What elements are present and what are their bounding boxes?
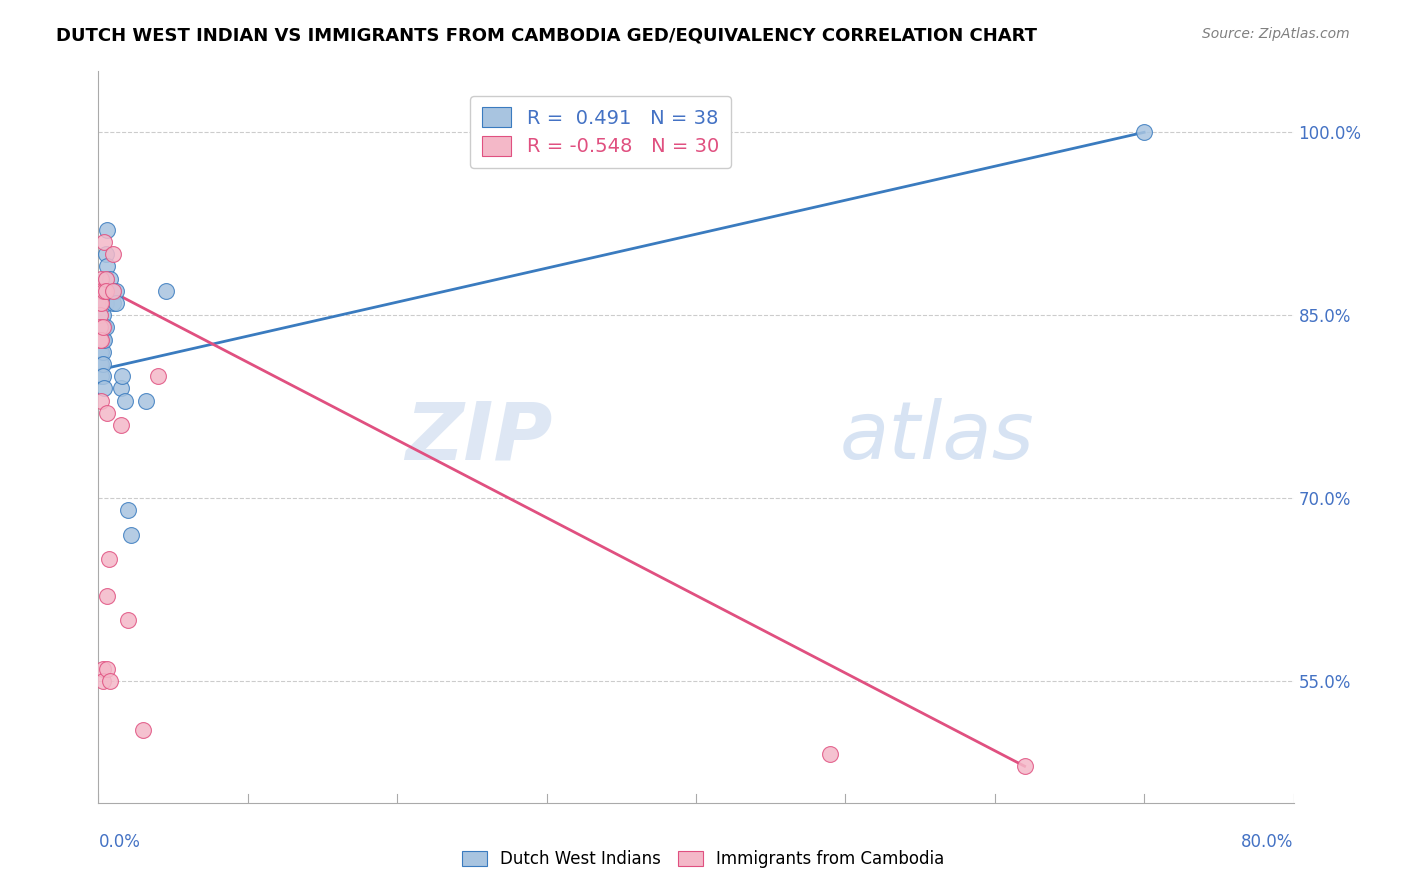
Point — [105, 284, 128, 298]
Point — [148, 369, 170, 384]
Point — [90, 393, 112, 408]
Point — [117, 503, 139, 517]
Point — [103, 284, 125, 298]
Point — [89, 320, 111, 334]
Point — [94, 247, 117, 261]
Point — [103, 284, 125, 298]
Point — [120, 527, 142, 541]
Point — [101, 284, 124, 298]
Point — [94, 271, 117, 285]
Point — [91, 333, 114, 347]
Point — [90, 296, 112, 310]
Point — [110, 417, 132, 432]
Point — [93, 320, 115, 334]
Text: DUTCH WEST INDIAN VS IMMIGRANTS FROM CAMBODIA GED/EQUIVALENCY CORRELATION CHART: DUTCH WEST INDIAN VS IMMIGRANTS FROM CAM… — [56, 27, 1038, 45]
Point — [89, 296, 111, 310]
Point — [89, 333, 111, 347]
Point — [90, 271, 112, 285]
Point — [89, 284, 111, 298]
Point — [93, 235, 115, 249]
Point — [93, 381, 115, 395]
Legend: R =  0.491   N = 38, R = -0.548   N = 30: R = 0.491 N = 38, R = -0.548 N = 30 — [470, 95, 731, 168]
Point — [90, 284, 112, 298]
Point — [103, 296, 125, 310]
Legend: Dutch West Indians, Immigrants from Cambodia: Dutch West Indians, Immigrants from Camb… — [456, 844, 950, 875]
Point — [94, 296, 117, 310]
Point — [111, 369, 134, 384]
Point — [96, 662, 118, 676]
Point — [91, 344, 114, 359]
Point — [98, 673, 122, 688]
Point — [96, 589, 118, 603]
Point — [132, 723, 155, 737]
Point — [90, 320, 112, 334]
Point — [94, 271, 117, 285]
Point — [96, 260, 118, 274]
Point — [117, 613, 139, 627]
Point — [94, 284, 117, 298]
Point — [96, 406, 118, 420]
Text: ZIP: ZIP — [405, 398, 553, 476]
Point — [93, 284, 115, 298]
Text: 80.0%: 80.0% — [1241, 833, 1294, 851]
Text: atlas: atlas — [839, 398, 1035, 476]
Text: Source: ZipAtlas.com: Source: ZipAtlas.com — [1202, 27, 1350, 41]
Point — [93, 333, 115, 347]
Point — [89, 333, 111, 347]
Point — [90, 333, 112, 347]
Point — [1014, 759, 1036, 773]
Point — [90, 369, 112, 384]
Point — [90, 344, 112, 359]
Point — [91, 369, 114, 384]
Point — [155, 284, 177, 298]
Point — [135, 393, 157, 408]
Point — [98, 271, 122, 285]
Point — [94, 320, 117, 334]
Point — [89, 308, 111, 322]
Point — [97, 552, 120, 566]
Point — [91, 308, 114, 322]
Point — [90, 333, 112, 347]
Text: 0.0%: 0.0% — [98, 833, 141, 851]
Point — [90, 357, 112, 371]
Point — [114, 393, 136, 408]
Point — [91, 673, 114, 688]
Point — [89, 344, 111, 359]
Point — [93, 284, 115, 298]
Point — [110, 381, 132, 395]
Point — [89, 357, 111, 371]
Point — [89, 320, 111, 334]
Point — [105, 296, 128, 310]
Point — [820, 747, 842, 761]
Point — [1133, 125, 1156, 139]
Point — [91, 357, 114, 371]
Point — [91, 662, 114, 676]
Point — [96, 223, 118, 237]
Point — [91, 320, 114, 334]
Point — [103, 247, 125, 261]
